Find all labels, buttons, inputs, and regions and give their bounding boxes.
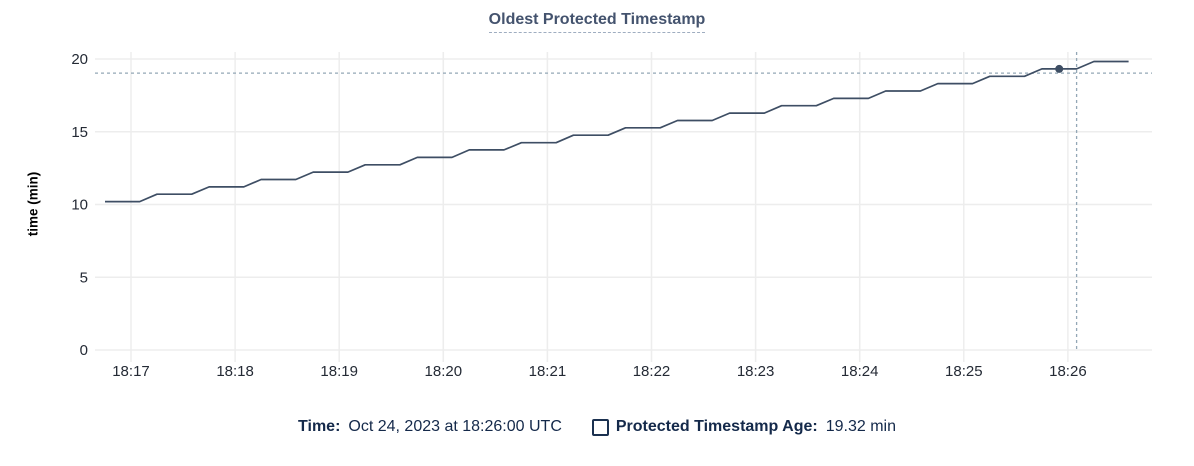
x-tick-label: 18:24 — [841, 363, 879, 380]
legend-series-label: Protected Timestamp Age: — [615, 418, 818, 435]
footer-time-value: Oct 24, 2023 at 18:26:00 UTC — [348, 418, 562, 435]
x-tick-label: 18:26 — [1049, 363, 1087, 380]
y-tick-label: 0 — [80, 342, 88, 359]
chart-title-text[interactable]: Oldest Protected Timestamp — [488, 11, 706, 33]
x-tick-label: 18:23 — [737, 363, 775, 380]
x-tick-label: 18:21 — [529, 363, 567, 380]
x-tick-label: 18:19 — [320, 363, 358, 380]
x-tick-label: 18:22 — [633, 363, 671, 380]
x-tick-label: 18:25 — [945, 363, 983, 380]
series-line — [105, 60, 1129, 203]
y-axis-title: time (min) — [25, 171, 41, 237]
legend-item-protected-timestamp-age[interactable]: Protected Timestamp Age: 19.32 min — [591, 418, 896, 436]
y-tick-label: 15 — [71, 124, 88, 141]
x-tick-label: 18:18 — [216, 363, 254, 380]
y-tick-label: 10 — [71, 197, 88, 214]
hover-dot — [1055, 64, 1064, 73]
legend-series-value: 19.32 min — [825, 418, 896, 435]
chart-title: Oldest Protected Timestamp — [0, 11, 1194, 33]
chart-footer: Time: Oct 24, 2023 at 18:26:00 UTC Prote… — [0, 418, 1194, 436]
x-tick-label: 18:17 — [112, 363, 150, 380]
legend-checkbox-icon[interactable] — [591, 418, 609, 436]
footer-time-label: Time: — [298, 418, 341, 435]
y-tick-label: 20 — [71, 51, 88, 68]
y-tick-label: 5 — [80, 269, 88, 286]
x-tick-label: 18:20 — [425, 363, 463, 380]
